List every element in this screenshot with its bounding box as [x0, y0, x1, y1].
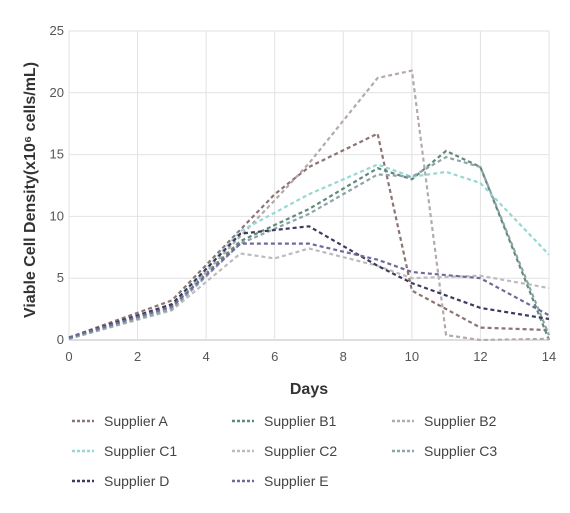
series-line-supplier-e	[68, 242, 550, 339]
y-tick-label: 10	[50, 208, 64, 223]
x-tick-label: 4	[203, 349, 210, 364]
series-line-supplier-b1	[68, 149, 551, 341]
x-tick-label: 14	[542, 349, 556, 364]
y-tick-label: 5	[57, 270, 64, 285]
y-tick-label: 15	[50, 147, 64, 162]
x-axis-title: Days	[290, 381, 328, 398]
y-tick-label: 0	[57, 332, 64, 347]
legend-label-supplier-c3: Supplier C3	[424, 443, 497, 459]
x-tick-label: 12	[473, 349, 487, 364]
legend-label-supplier-c2: Supplier C2	[264, 443, 337, 459]
legend-label-supplier-a: Supplier A	[104, 413, 168, 429]
x-axis-ticks: 0 2 4 6 8 10 12 14	[65, 349, 556, 364]
series-line-supplier-c1	[68, 163, 550, 339]
legend-label-supplier-d: Supplier D	[104, 473, 169, 489]
series-lines	[68, 69, 551, 342]
y-tick-label: 20	[50, 85, 64, 100]
legend-label-supplier-e: Supplier E	[264, 473, 329, 489]
series-line-supplier-b2	[68, 69, 550, 342]
x-tick-label: 10	[405, 349, 419, 364]
x-tick-label: 0	[65, 349, 72, 364]
legend-label-supplier-b1: Supplier B1	[264, 413, 337, 429]
legend: Supplier A Supplier B1 Supplier B2 Supplier…	[72, 413, 497, 489]
x-tick-label: 6	[271, 349, 278, 364]
x-tick-label: 2	[134, 349, 141, 364]
series-line-supplier-a	[68, 132, 550, 339]
y-tick-label: 25	[50, 23, 64, 38]
legend-label-supplier-b2: Supplier B2	[424, 413, 497, 429]
x-tick-label: 8	[340, 349, 347, 364]
legend-label-supplier-c1: Supplier C1	[104, 443, 177, 459]
y-axis-ticks: 0 5 10 15 20 25	[50, 23, 64, 347]
y-axis-title: Viable Cell Density(x10⁶ cells/mL)	[22, 62, 39, 318]
series-line-supplier-c2	[68, 247, 550, 340]
gridlines	[68, 30, 550, 341]
series-line-supplier-d	[68, 225, 550, 339]
